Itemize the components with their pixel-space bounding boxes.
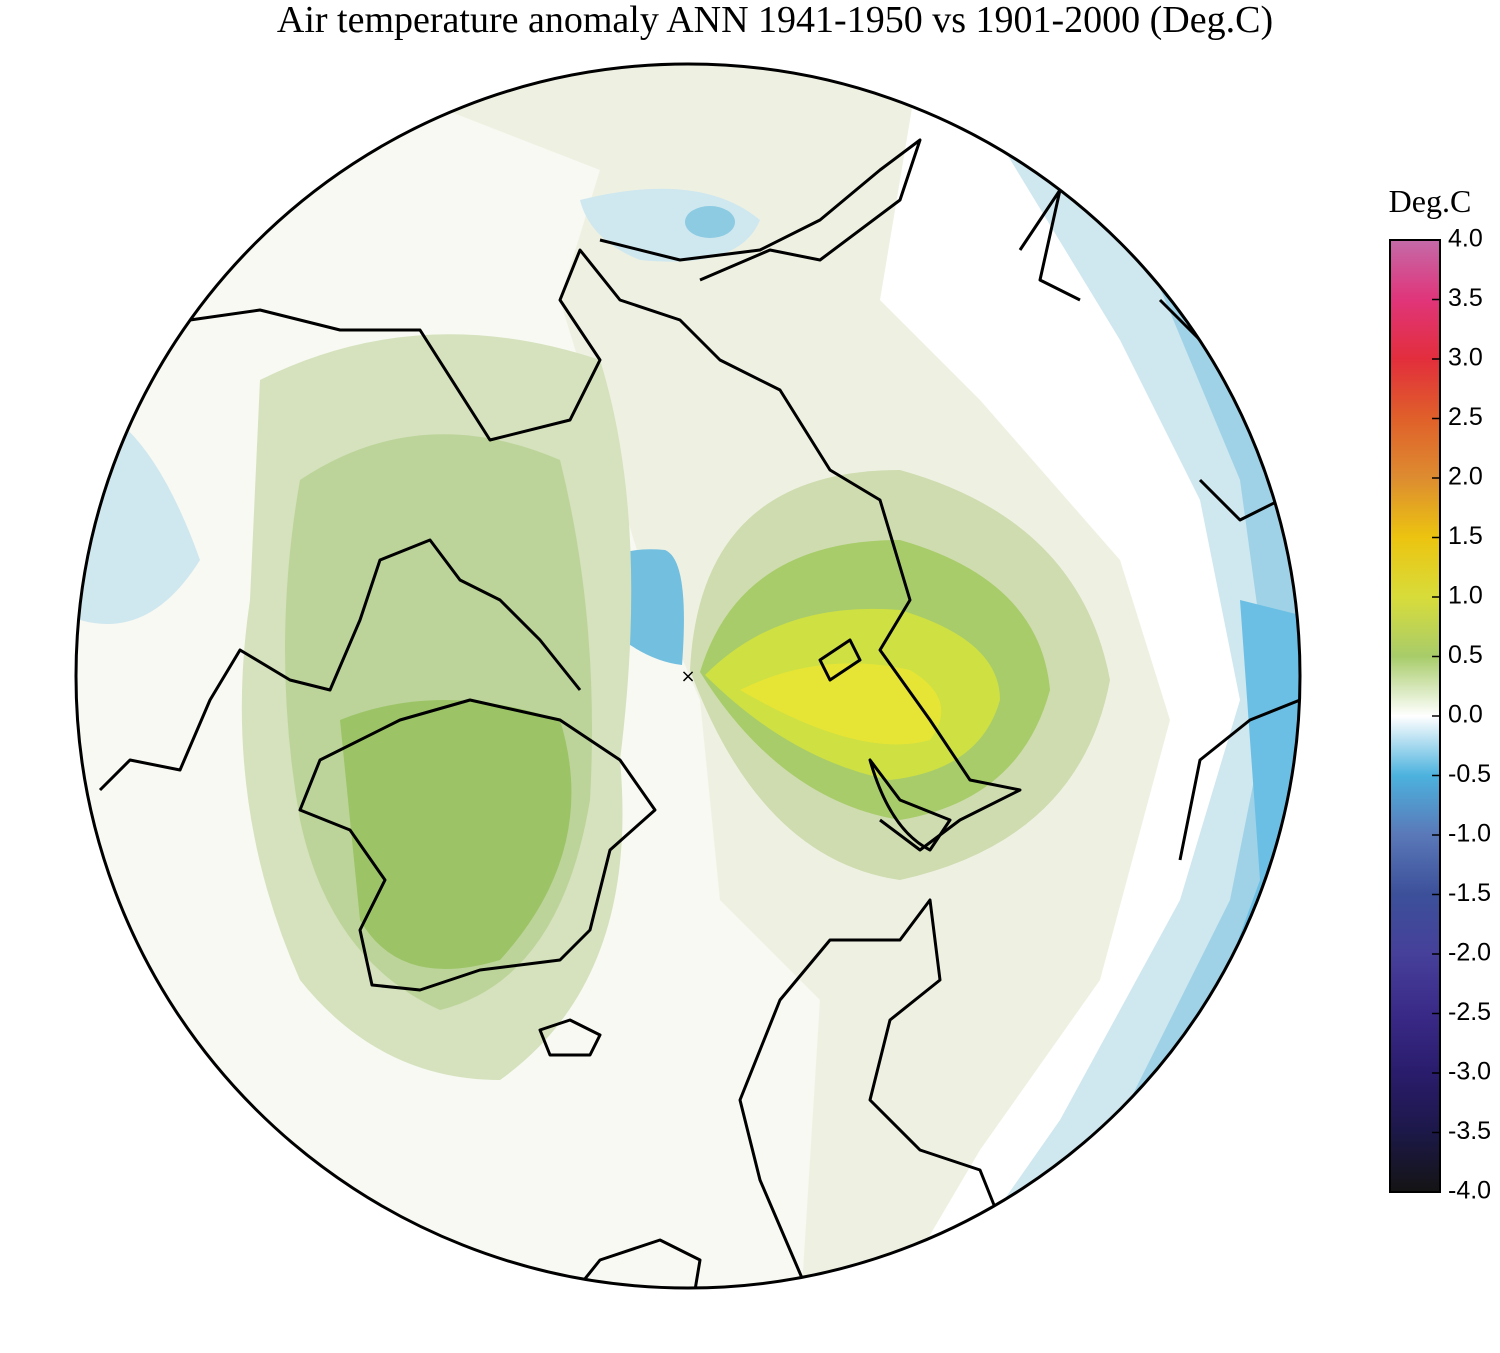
cool-area [685,206,735,238]
coastline [558,1238,702,1288]
colorbar-tick-label: 0.0 [1448,701,1483,729]
colorbar-tick-label: -1.5 [1448,879,1491,907]
colorbar-tick-label: 0.5 [1448,641,1483,669]
colorbar-tick-label: 3.5 [1448,284,1483,312]
coastline [599,138,922,282]
pole-marker: × [680,666,695,687]
colorbar-tick-label: 2.5 [1448,403,1483,431]
coastline [1178,698,1300,861]
colorbar-tick-label: -4.0 [1448,1177,1491,1205]
colorbar-tick-label: 3.0 [1448,344,1483,372]
colorbar-tick-label: 1.0 [1448,582,1483,610]
coastline [1018,188,1081,302]
colorbar-tick-label: -3.0 [1448,1058,1491,1086]
coastline [538,1018,602,1057]
colorbar-tick-label: -1.0 [1448,820,1491,848]
coastline [868,758,952,852]
coastline [818,638,862,682]
warm-area [340,700,572,969]
colorbar-tick-label: -0.5 [1448,760,1491,788]
colorbar-tick-label: -2.5 [1448,998,1491,1026]
map-border [74,62,1302,1290]
colorbar-tick-label: -2.0 [1448,939,1491,967]
colorbar-tick-label: 4.0 [1448,225,1483,253]
colorbar-tick-label: 2.0 [1448,463,1483,491]
coastline [738,898,1002,1288]
colorbar-tick-label: -3.5 [1448,1117,1491,1145]
map-title: Air temperature anomaly ANN 1941-1950 vs… [277,0,1273,41]
warm-area [740,663,942,745]
coastline [189,248,1022,852]
colorbar-tick-label: 1.5 [1448,522,1483,550]
colorbar: 4.0 3.5 3.0 2.5 2.0 1.5 1.0 0.5 0.0 -0.5 -1.0 -1.5 -… [1389,225,1491,1205]
coastline [298,698,657,992]
colorbar-label: Deg.C [1389,183,1472,219]
coastline [98,538,582,792]
